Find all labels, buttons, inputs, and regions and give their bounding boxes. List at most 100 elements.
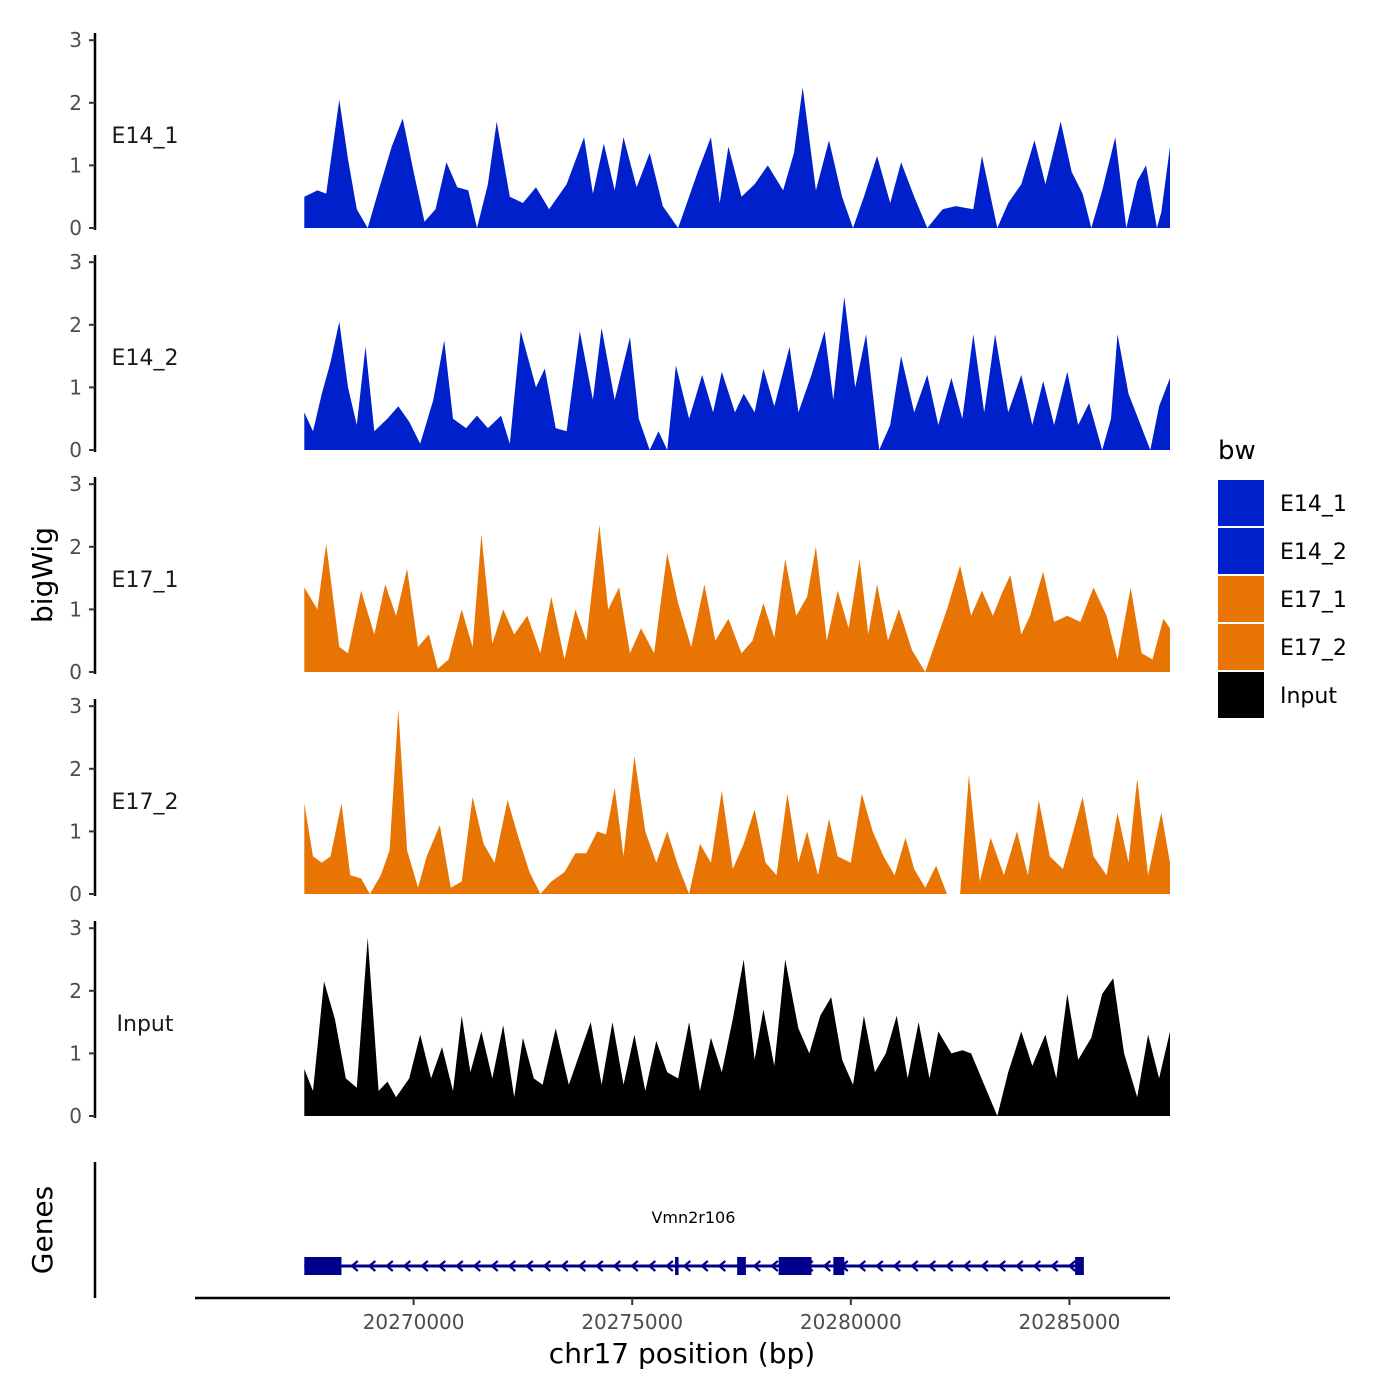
x-tick-label: 20285000 [1019, 1310, 1121, 1334]
gene-models: Vmn2r106 [304, 1208, 1084, 1275]
y-tick-label: 1 [69, 153, 82, 177]
strand-arrow [367, 1260, 377, 1272]
signal-area-Input [304, 937, 1170, 1116]
legend-label: E14_2 [1280, 540, 1347, 565]
strand-arrow [717, 1260, 727, 1272]
y-tick-label: 3 [69, 28, 82, 52]
gene-exon [737, 1257, 746, 1275]
track-label: Input [117, 1012, 174, 1037]
legend-swatch [1218, 576, 1264, 622]
y-tick-label: 3 [69, 472, 82, 496]
strand-arrow [595, 1260, 604, 1272]
signal-tracks: 0 1 2 3 E14_1 0 1 2 3 E14_2 0 1 2 3 E17_1 0 1 2 3 E17_2 0 1 2 3… [69, 28, 1170, 1128]
strand-arrow [892, 1260, 902, 1272]
legend-label: Input [1280, 684, 1337, 709]
x-tick-label: 20280000 [800, 1310, 902, 1334]
x-tick-label: 20275000 [581, 1310, 683, 1334]
y-tick-label: 2 [69, 313, 82, 337]
track-Input: 0 1 2 3 Input [69, 916, 1170, 1128]
legend-label: E17_1 [1280, 588, 1347, 613]
gene-name-label: Vmn2r106 [651, 1208, 735, 1227]
strand-arrow [980, 1260, 989, 1272]
track-E17_2: 0 1 2 3 E17_2 [69, 694, 1170, 906]
legend-swatch [1218, 528, 1264, 574]
y-tick-label: 1 [69, 375, 82, 399]
x-axis-title: chr17 position (bp) [549, 1337, 815, 1370]
strand-arrow [752, 1260, 762, 1272]
strand-arrow [910, 1260, 919, 1272]
strand-arrow [875, 1260, 884, 1272]
y-tick-label: 0 [69, 882, 82, 906]
legend-label: E17_2 [1280, 636, 1347, 661]
strand-arrow [997, 1260, 1007, 1272]
track-label: E14_1 [112, 124, 179, 149]
gene-panel: Genes Vmn2r106 [26, 1162, 1084, 1298]
gene-exon [833, 1257, 845, 1275]
y-tick-label: 3 [69, 694, 82, 718]
strand-arrow [770, 1260, 779, 1272]
track-label: E14_2 [112, 346, 179, 371]
strand-arrow [700, 1260, 709, 1272]
signal-area-E14_2 [304, 296, 1170, 450]
strand-arrow [542, 1260, 552, 1272]
track-E14_2: 0 1 2 3 E14_2 [69, 250, 1170, 462]
gene-exon [675, 1257, 679, 1275]
x-axis-ticks: 20270000 20275000 20280000 20285000 [363, 1298, 1121, 1334]
strand-arrow [560, 1260, 569, 1272]
strand-arrow [1050, 1260, 1059, 1272]
track-label: E17_1 [112, 568, 179, 593]
gene-model: Vmn2r106 [304, 1208, 1084, 1275]
y-tick-label: 0 [69, 1104, 82, 1128]
strand-arrow [350, 1260, 359, 1272]
legend: bw E14_1 E14_2 E17_1 E17_2 Input [1218, 436, 1347, 718]
signal-area-E17_2 [304, 709, 1170, 894]
strand-arrow [1067, 1260, 1077, 1272]
strand-arrow [945, 1260, 954, 1272]
signal-area-E17_1 [304, 524, 1170, 672]
y-tick-label: 1 [69, 597, 82, 621]
strand-arrow [525, 1260, 534, 1272]
strand-arrow [472, 1260, 482, 1272]
track-E14_1: 0 1 2 3 E14_1 [69, 28, 1170, 240]
strand-arrow [822, 1260, 832, 1272]
y-tick-label: 2 [69, 91, 82, 115]
legend-title: bw [1218, 436, 1256, 466]
y-tick-label: 0 [69, 216, 82, 240]
strand-arrow [665, 1260, 674, 1272]
x-tick-label: 20270000 [363, 1310, 465, 1334]
strand-arrow [490, 1260, 499, 1272]
strand-arrow [962, 1260, 972, 1272]
gene-exon [304, 1257, 342, 1275]
strand-arrow [857, 1260, 867, 1272]
strand-arrow [385, 1260, 394, 1272]
legend-swatch [1218, 672, 1264, 718]
strand-arrow [577, 1260, 587, 1272]
gene-exon [1075, 1257, 1084, 1275]
y-tick-label: 2 [69, 757, 82, 781]
strand-arrow [1032, 1260, 1042, 1272]
strand-arrow [420, 1260, 429, 1272]
strand-arrow [455, 1260, 464, 1272]
y-tick-label: 3 [69, 250, 82, 274]
y-tick-label: 2 [69, 535, 82, 559]
y-tick-label: 1 [69, 1041, 82, 1065]
y-tick-label: 0 [69, 438, 82, 462]
legend-swatch [1218, 624, 1264, 670]
y-tick-label: 3 [69, 916, 82, 940]
legend-swatch [1218, 480, 1264, 526]
strand-arrow [1015, 1260, 1024, 1272]
strand-arrow [682, 1260, 692, 1272]
y-tick-label: 0 [69, 660, 82, 684]
track-E17_1: 0 1 2 3 E17_1 [69, 472, 1170, 684]
y-tick-label: 1 [69, 819, 82, 843]
y-axis-title: bigWig [26, 527, 59, 623]
legend-label: E14_1 [1280, 492, 1347, 517]
gene-exon [778, 1257, 812, 1275]
strand-arrow [927, 1260, 937, 1272]
signal-area-E14_1 [304, 87, 1170, 228]
strand-arrow [402, 1260, 412, 1272]
gene-panel-title: Genes [26, 1186, 59, 1274]
legend-items: E14_1 E14_2 E17_1 E17_2 Input [1218, 480, 1347, 718]
strand-arrow [630, 1260, 639, 1272]
